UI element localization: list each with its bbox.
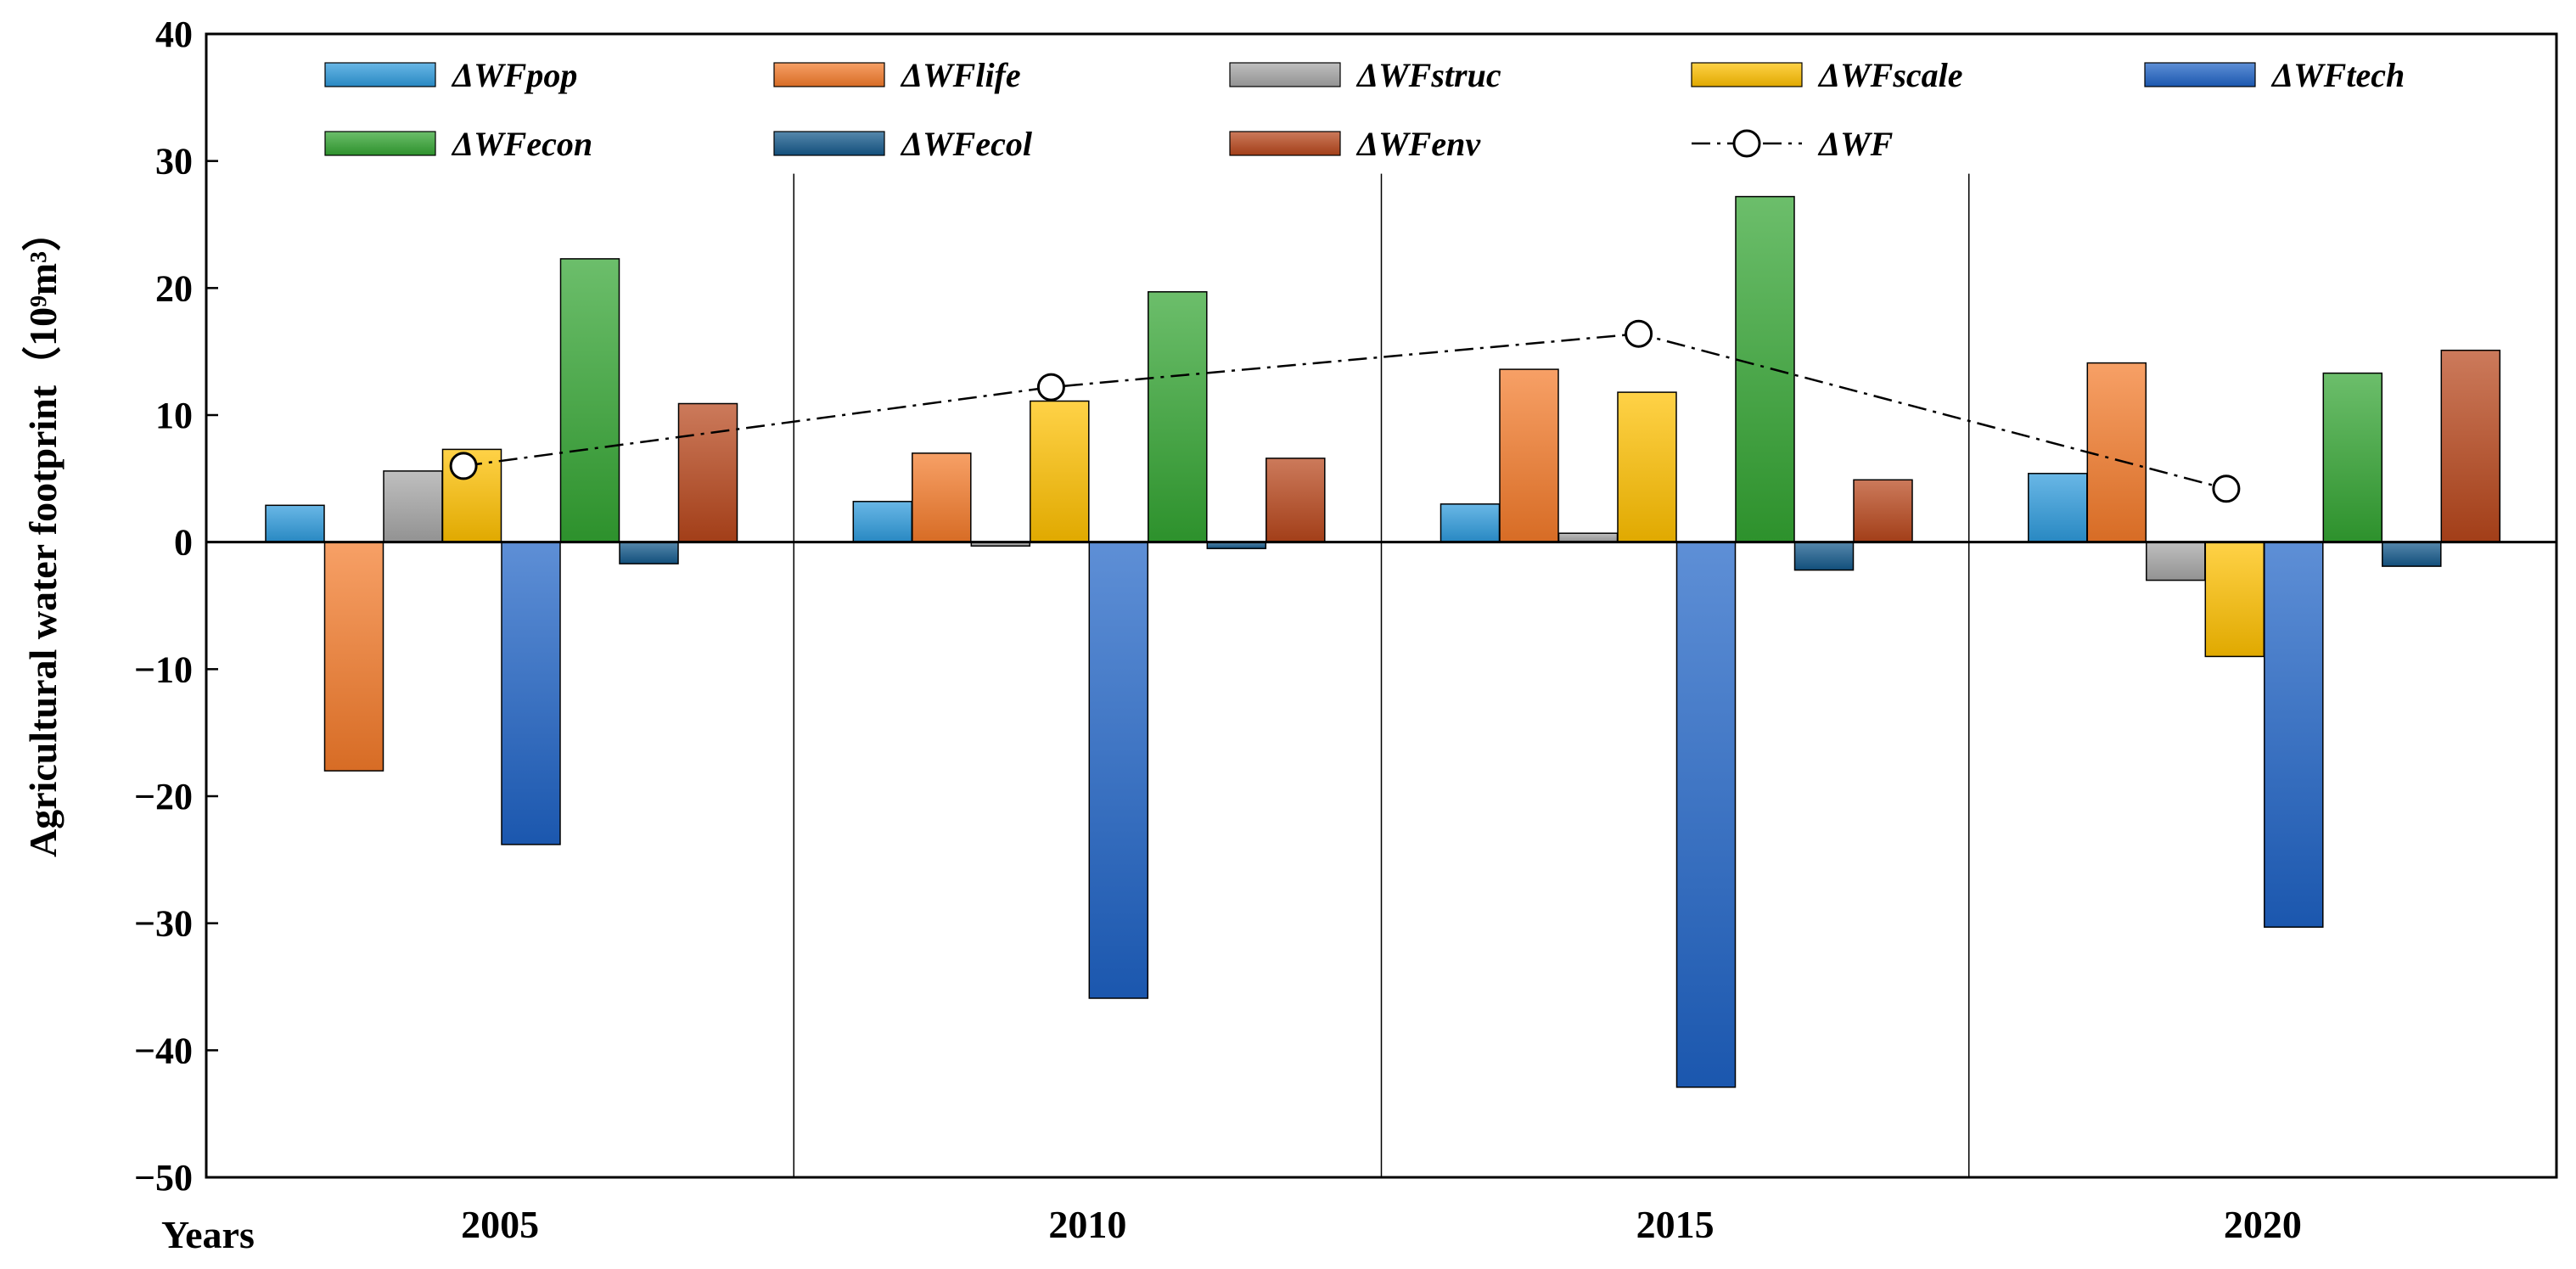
x-tick-label-2010: 2010 bbox=[1048, 1203, 1126, 1246]
bar-2015-0 bbox=[1440, 503, 1501, 543]
total-point-2015 bbox=[1625, 319, 1653, 348]
bar-2015-7 bbox=[1853, 479, 1913, 543]
legend-label: ΔWFtech bbox=[2270, 56, 2405, 94]
legend-label: ΔWF bbox=[1817, 125, 1894, 163]
bar-2020-1 bbox=[2086, 362, 2147, 543]
legend-swatch-6 bbox=[773, 131, 885, 156]
legend-swatch-3 bbox=[1691, 62, 1803, 87]
bar-2020-0 bbox=[2028, 473, 2088, 543]
x-tick-label-2020: 2020 bbox=[2224, 1203, 2302, 1246]
bar-2020-5 bbox=[2322, 372, 2383, 543]
legend-swatch-5 bbox=[324, 131, 436, 156]
y-tick-label: 10 bbox=[155, 395, 193, 436]
bar-2005-4 bbox=[501, 541, 561, 845]
legend-label: ΔWFenv bbox=[1355, 125, 1481, 163]
bar-2005-7 bbox=[677, 402, 738, 543]
legend-swatch-2 bbox=[1229, 62, 1341, 87]
x-axis-label: Years bbox=[161, 1213, 255, 1256]
legend-swatch-0 bbox=[324, 62, 436, 87]
bar-2020-7 bbox=[2440, 349, 2501, 543]
y-tick-label: −30 bbox=[134, 903, 193, 945]
bar-2010-3 bbox=[1030, 400, 1090, 543]
axes-layer: −50 −40 −30 −20 −10 0 10 20 30 40 2005 2010 2015 2020 bbox=[134, 14, 2558, 1246]
total-point-2020 bbox=[2212, 474, 2241, 503]
bar-2005-0 bbox=[265, 504, 325, 543]
y-tick-label: −50 bbox=[134, 1157, 193, 1199]
bar-2010-7 bbox=[1266, 458, 1326, 543]
y-axis-label: Agricultural water footprint（10⁹m³） bbox=[21, 212, 65, 857]
bar-2015-3 bbox=[1617, 391, 1677, 543]
bar-2005-2 bbox=[383, 470, 443, 543]
legend-label: ΔWFecol bbox=[900, 125, 1033, 163]
legend-label: ΔWFscale bbox=[1817, 56, 1963, 94]
legend-label: ΔWFecon bbox=[451, 125, 592, 163]
bar-2010-5 bbox=[1148, 291, 1208, 543]
legend-marker bbox=[1732, 129, 1761, 158]
total-point-2010 bbox=[1036, 373, 1065, 401]
x-tick-label-2015: 2015 bbox=[1636, 1203, 1715, 1246]
x-tick-label-2005: 2005 bbox=[461, 1203, 539, 1246]
bar-2020-6 bbox=[2382, 541, 2442, 567]
y-tick-label: −10 bbox=[134, 649, 193, 690]
legend-swatch-4 bbox=[2144, 62, 2256, 87]
bar-2015-4 bbox=[1675, 541, 1737, 1088]
y-tick-label: 40 bbox=[155, 14, 193, 55]
bar-2015-2 bbox=[1557, 532, 1619, 543]
bar-2005-6 bbox=[619, 541, 679, 564]
legend-swatch-7 bbox=[1229, 131, 1341, 156]
y-tick-label: 20 bbox=[155, 267, 193, 309]
legend: ΔWFpop ΔWFlife ΔWFstruc ΔWFscale ΔWFtech ΔWFe… bbox=[324, 56, 2405, 163]
bar-2020-2 bbox=[2146, 541, 2206, 581]
bar-2010-0 bbox=[852, 501, 913, 543]
bar-2020-3 bbox=[2204, 541, 2265, 658]
bar-2015-1 bbox=[1499, 368, 1559, 543]
bar-2020-4 bbox=[2264, 541, 2324, 928]
y-tick-label: 0 bbox=[174, 522, 193, 564]
y-tick-label: −40 bbox=[134, 1030, 193, 1071]
legend-swatch-1 bbox=[773, 62, 885, 87]
y-tick-label: −20 bbox=[134, 776, 193, 817]
total-line bbox=[463, 332, 2227, 491]
total-line-layer bbox=[449, 319, 2241, 503]
legend-label: ΔWFstruc bbox=[1355, 56, 1501, 94]
legend-label: ΔWFpop bbox=[451, 56, 577, 94]
total-point-2005 bbox=[449, 452, 478, 480]
y-tick-label: 30 bbox=[155, 141, 193, 182]
bar-2010-1 bbox=[912, 452, 972, 543]
legend-label: ΔWFlife bbox=[900, 56, 1021, 94]
bar-2010-4 bbox=[1088, 541, 1149, 999]
bar-2015-6 bbox=[1793, 541, 1855, 571]
bar-2005-5 bbox=[559, 258, 620, 543]
bar-2015-5 bbox=[1735, 195, 1795, 543]
bars-layer bbox=[265, 195, 2501, 1088]
bar-2005-1 bbox=[323, 541, 384, 772]
